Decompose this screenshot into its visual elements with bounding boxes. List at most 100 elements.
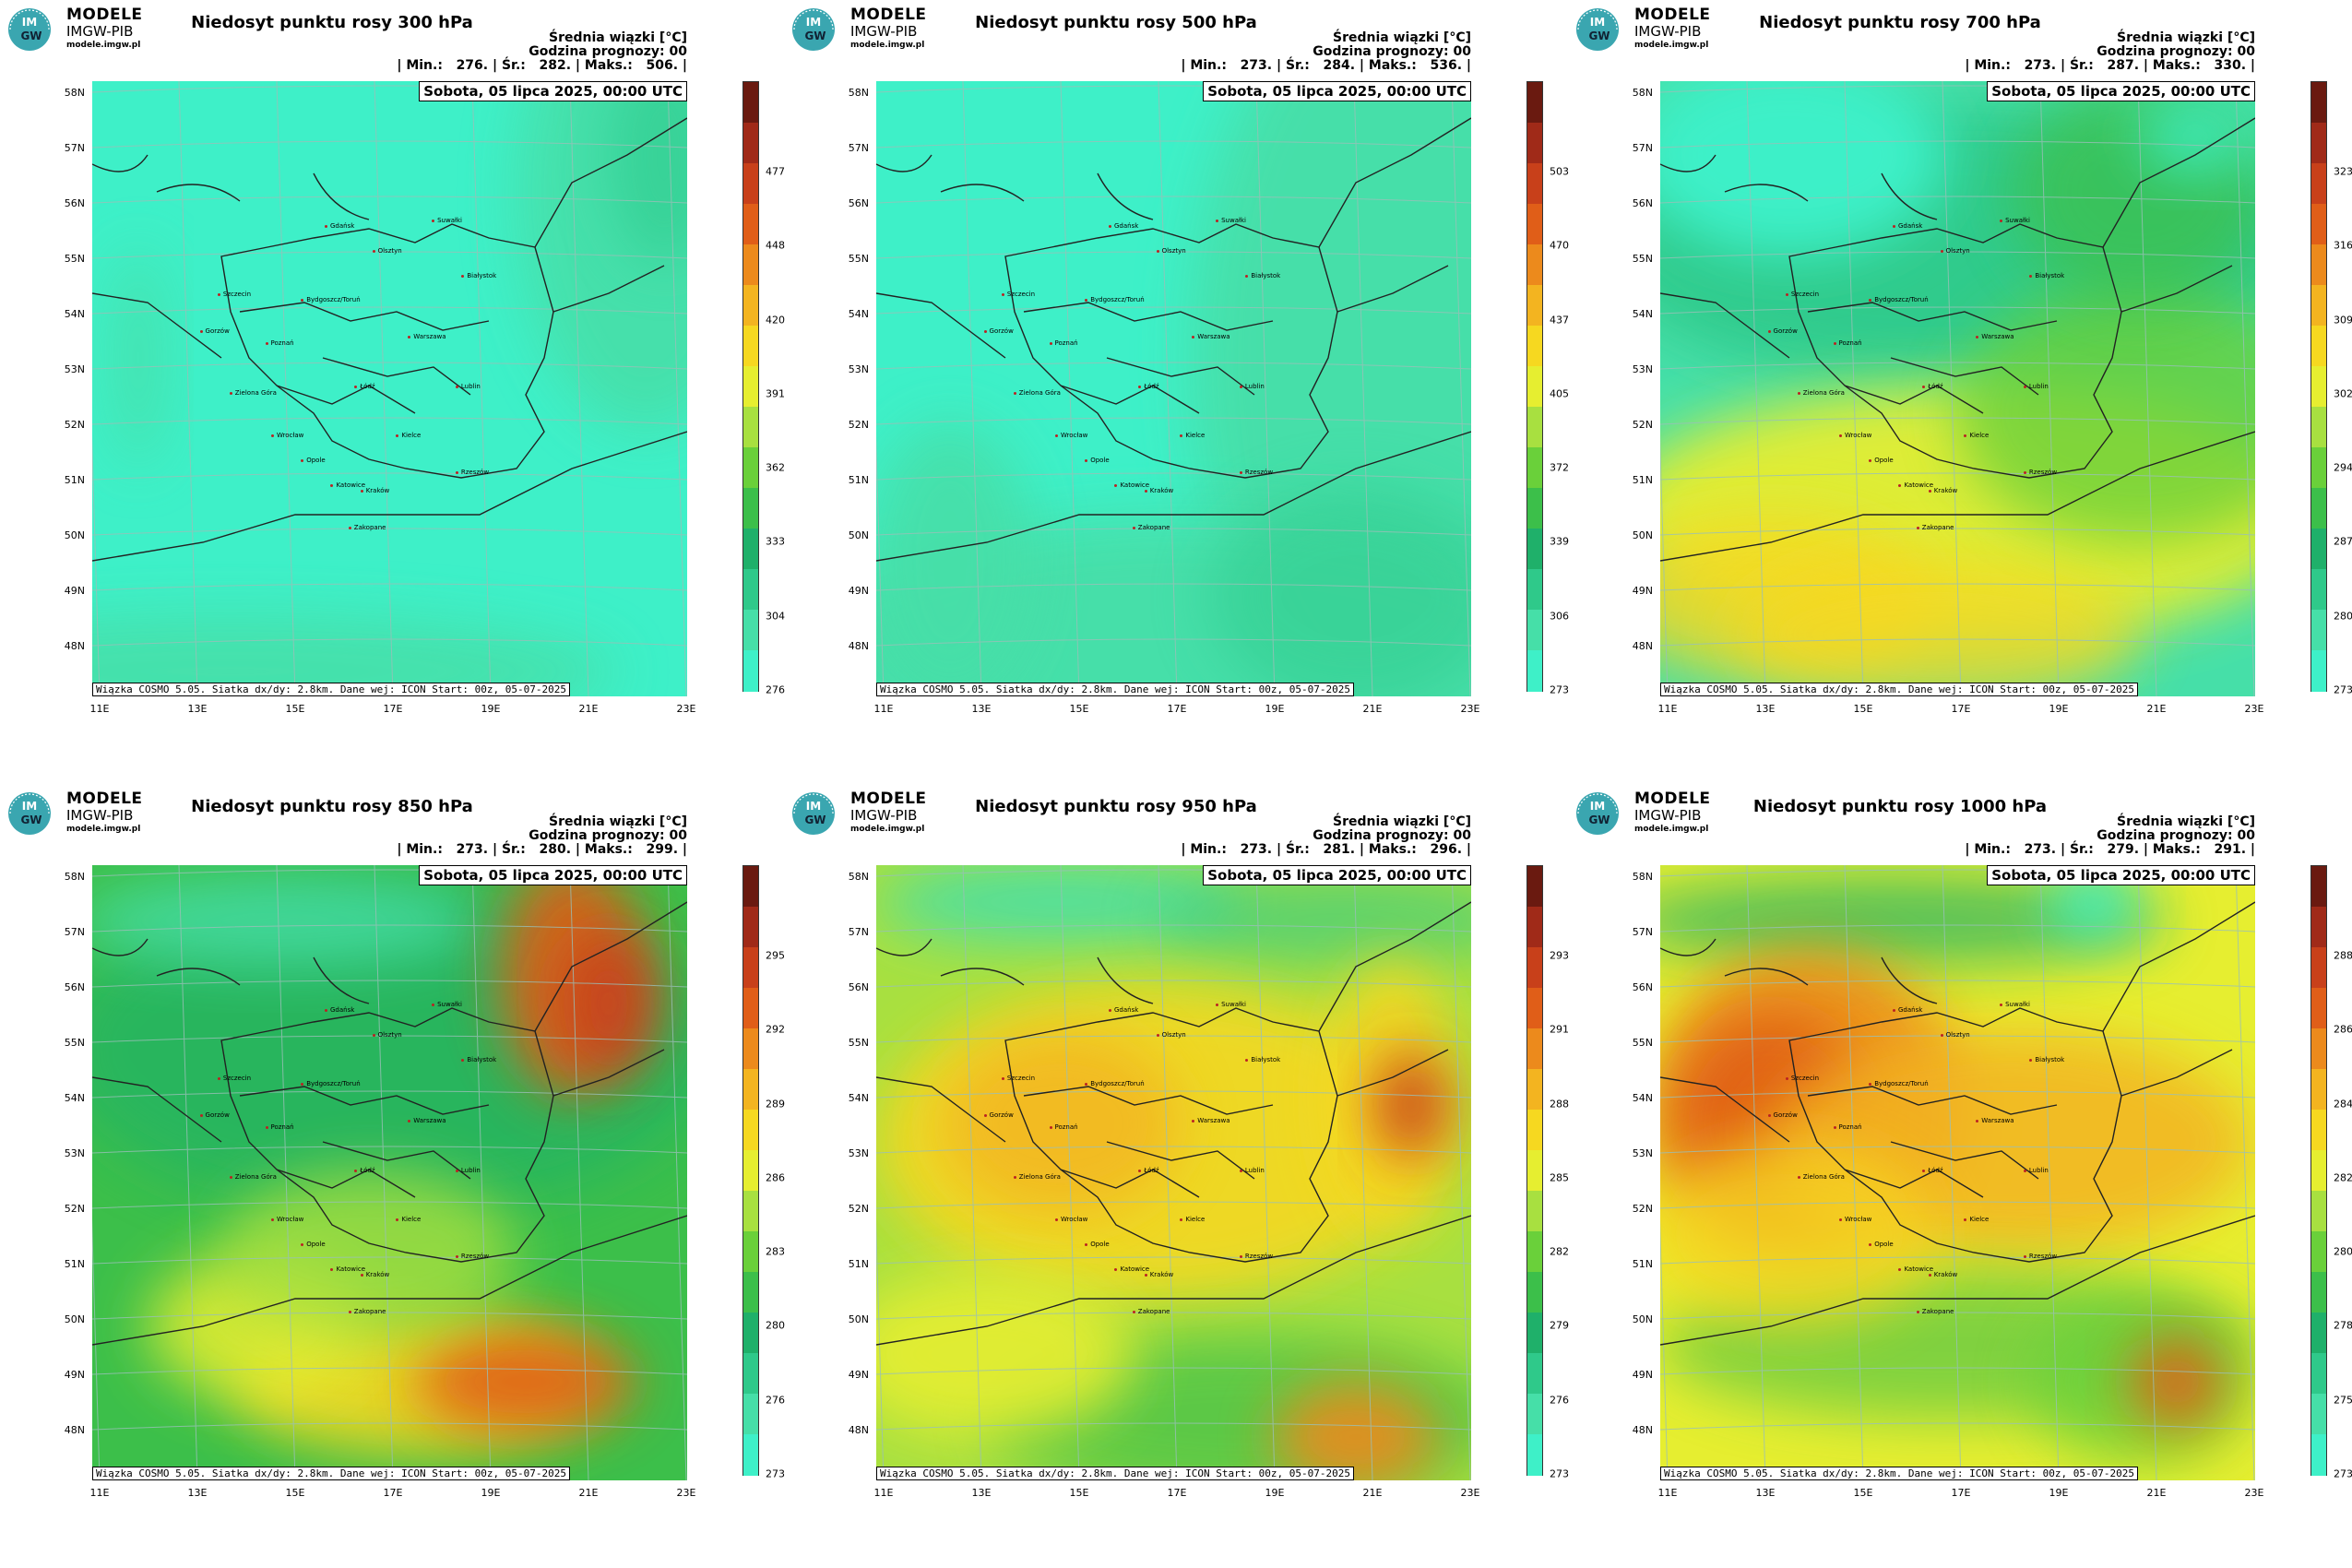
lon-label: 13E — [971, 1487, 992, 1499]
lon-label: 13E — [187, 1487, 208, 1499]
colorbar-step — [743, 1028, 758, 1070]
lat-label: 55N — [1632, 253, 1653, 265]
colorbar-step — [2311, 988, 2326, 1029]
lat-label: 57N — [1632, 142, 1653, 154]
city-label: Suwałki — [1216, 216, 1246, 224]
colorbar-step — [743, 569, 758, 611]
subtitle: Średnia wiązki [°C] — [2117, 30, 2255, 45]
lat-label: 49N — [1632, 1369, 1653, 1381]
city-label: Zakopane — [348, 1308, 386, 1316]
colorbar-step — [2311, 1069, 2326, 1111]
colorbar — [742, 865, 759, 1476]
city-label: Szczecin — [1001, 290, 1036, 298]
colorbar-step — [743, 610, 758, 651]
lon-label: 15E — [1069, 703, 1089, 715]
city-label: Wrocław — [270, 432, 304, 440]
colorbar-step — [1527, 326, 1542, 367]
colorbar-step — [2311, 163, 2326, 205]
brand-block: MODELE IMGW-PIB modele.imgw.pl — [66, 791, 143, 834]
colorbar-step — [743, 1353, 758, 1395]
colorbar-tick: 306 — [1550, 610, 1569, 623]
city-label: Katowice — [1898, 1265, 1934, 1273]
colorbar-step — [743, 285, 758, 327]
colorbar-step — [743, 1231, 758, 1273]
colorbar-step — [1527, 988, 1542, 1029]
city-label: Opole — [1085, 456, 1110, 464]
city-label: Szczecin — [1001, 1074, 1036, 1082]
city-label: Gdańsk — [1892, 222, 1923, 231]
svg-text:GW: GW — [804, 30, 826, 42]
lon-label: 13E — [1755, 1487, 1776, 1499]
model-footer: Wiązka COSMO 5.05. Siatka dx/dy: 2.8km. … — [1660, 1467, 2138, 1480]
lon-label: 17E — [383, 1487, 403, 1499]
brand-url: modele.imgw.pl — [66, 825, 141, 834]
colorbar-step — [1527, 529, 1542, 570]
city-label: Lublin — [455, 1166, 481, 1174]
svg-text:IM: IM — [1590, 800, 1605, 813]
stats-line: | Min.: 273. | Śr.: 281. | Maks.: 296. | — [1181, 842, 1471, 857]
lon-label: 23E — [1460, 703, 1480, 715]
city-label: Olsztyn — [1940, 247, 1970, 255]
date-banner: Sobota, 05 lipca 2025, 00:00 UTC — [1987, 865, 2255, 885]
colorbar-step — [1527, 1272, 1542, 1313]
colorbar-step — [743, 407, 758, 448]
colorbar-step — [1527, 123, 1542, 164]
lon-label: 21E — [1362, 703, 1383, 715]
colorbar-tick: 273 — [766, 1467, 785, 1480]
city-label: Suwałki — [1216, 1000, 1246, 1008]
map-panel: IM GW MODELE IMGW-PIB modele.imgw.pl Nie… — [0, 784, 785, 1568]
lon-label: 21E — [2146, 703, 2167, 715]
lat-label: 49N — [848, 1369, 869, 1381]
panel-meta: Średnia wiązki [°C] Godzina prognozy: 00… — [1965, 815, 2255, 857]
map-panel: IM GW MODELE IMGW-PIB modele.imgw.pl Nie… — [1568, 784, 2352, 1568]
colorbar-tick: 372 — [1550, 461, 1569, 474]
map-area: Gdańsk Olsztyn Suwałki Białystok Szczecin Byd… — [1633, 865, 2263, 1499]
city-label: Gorzów — [199, 1111, 230, 1119]
city-label: Kraków — [360, 1271, 390, 1279]
colorbar-step — [2311, 1313, 2326, 1354]
city-label: Gorzów — [983, 327, 1014, 335]
map-panel: IM GW MODELE IMGW-PIB modele.imgw.pl Nie… — [1568, 0, 2352, 784]
colorbar-tick: 292 — [766, 1023, 785, 1036]
panel-meta: Średnia wiązki [°C] Godzina prognozy: 00… — [397, 815, 687, 857]
brand-name: MODELE — [850, 6, 927, 24]
colorbar-tick: 470 — [1550, 239, 1569, 252]
lat-label: 51N — [1632, 1258, 1653, 1270]
imgw-logo-icon: IM GW — [792, 8, 835, 51]
colorbar-step — [2311, 1272, 2326, 1313]
lat-label: 48N — [64, 1424, 85, 1436]
brand-org: IMGW-PIB — [850, 807, 918, 824]
lat-label: 58N — [848, 87, 869, 99]
colorbar-step — [2311, 866, 2326, 908]
colorbar-tick: 391 — [766, 387, 785, 400]
colorbar-step — [743, 204, 758, 245]
lat-label: 55N — [64, 253, 85, 265]
city-label: Poznań — [265, 339, 294, 348]
city-label: Kraków — [1144, 487, 1174, 495]
colorbar-step — [2311, 204, 2326, 245]
panel-meta: Średnia wiązki [°C] Godzina prognozy: 00… — [1965, 31, 2255, 73]
lon-label: 17E — [1951, 1487, 1971, 1499]
lat-label: 53N — [1632, 1147, 1653, 1159]
map-area: Gdańsk Olsztyn Suwałki Białystok Szczecin Byd… — [849, 865, 1479, 1499]
lat-label: 52N — [848, 419, 869, 431]
panel-meta: Średnia wiązki [°C] Godzina prognozy: 00… — [397, 31, 687, 73]
lat-label: 50N — [1632, 1313, 1653, 1325]
map-area: Gdańsk Olsztyn Suwałki Białystok Szczecin Byd… — [65, 865, 695, 1499]
lat-label: 50N — [64, 1313, 85, 1325]
lon-label: 11E — [89, 1487, 110, 1499]
lat-label: 54N — [64, 1092, 85, 1104]
city-label: Rzeszów — [455, 1253, 490, 1261]
lon-label: 15E — [1069, 1487, 1089, 1499]
lon-label: 19E — [1265, 1487, 1285, 1499]
city-label: Suwałki — [2000, 1000, 2030, 1008]
city-label: Gdańsk — [324, 222, 355, 231]
city-label: Zielona Góra — [1013, 1172, 1061, 1181]
imgw-logo-icon: IM GW — [1576, 8, 1619, 51]
city-label: Suwałki — [432, 1000, 462, 1008]
colorbar-step — [743, 988, 758, 1029]
colorbar-tick: 323 — [2334, 165, 2352, 178]
colorbar-step — [743, 163, 758, 205]
lat-label: 48N — [1632, 640, 1653, 652]
stats-line: | Min.: 273. | Śr.: 287. | Maks.: 330. | — [1965, 58, 2255, 73]
